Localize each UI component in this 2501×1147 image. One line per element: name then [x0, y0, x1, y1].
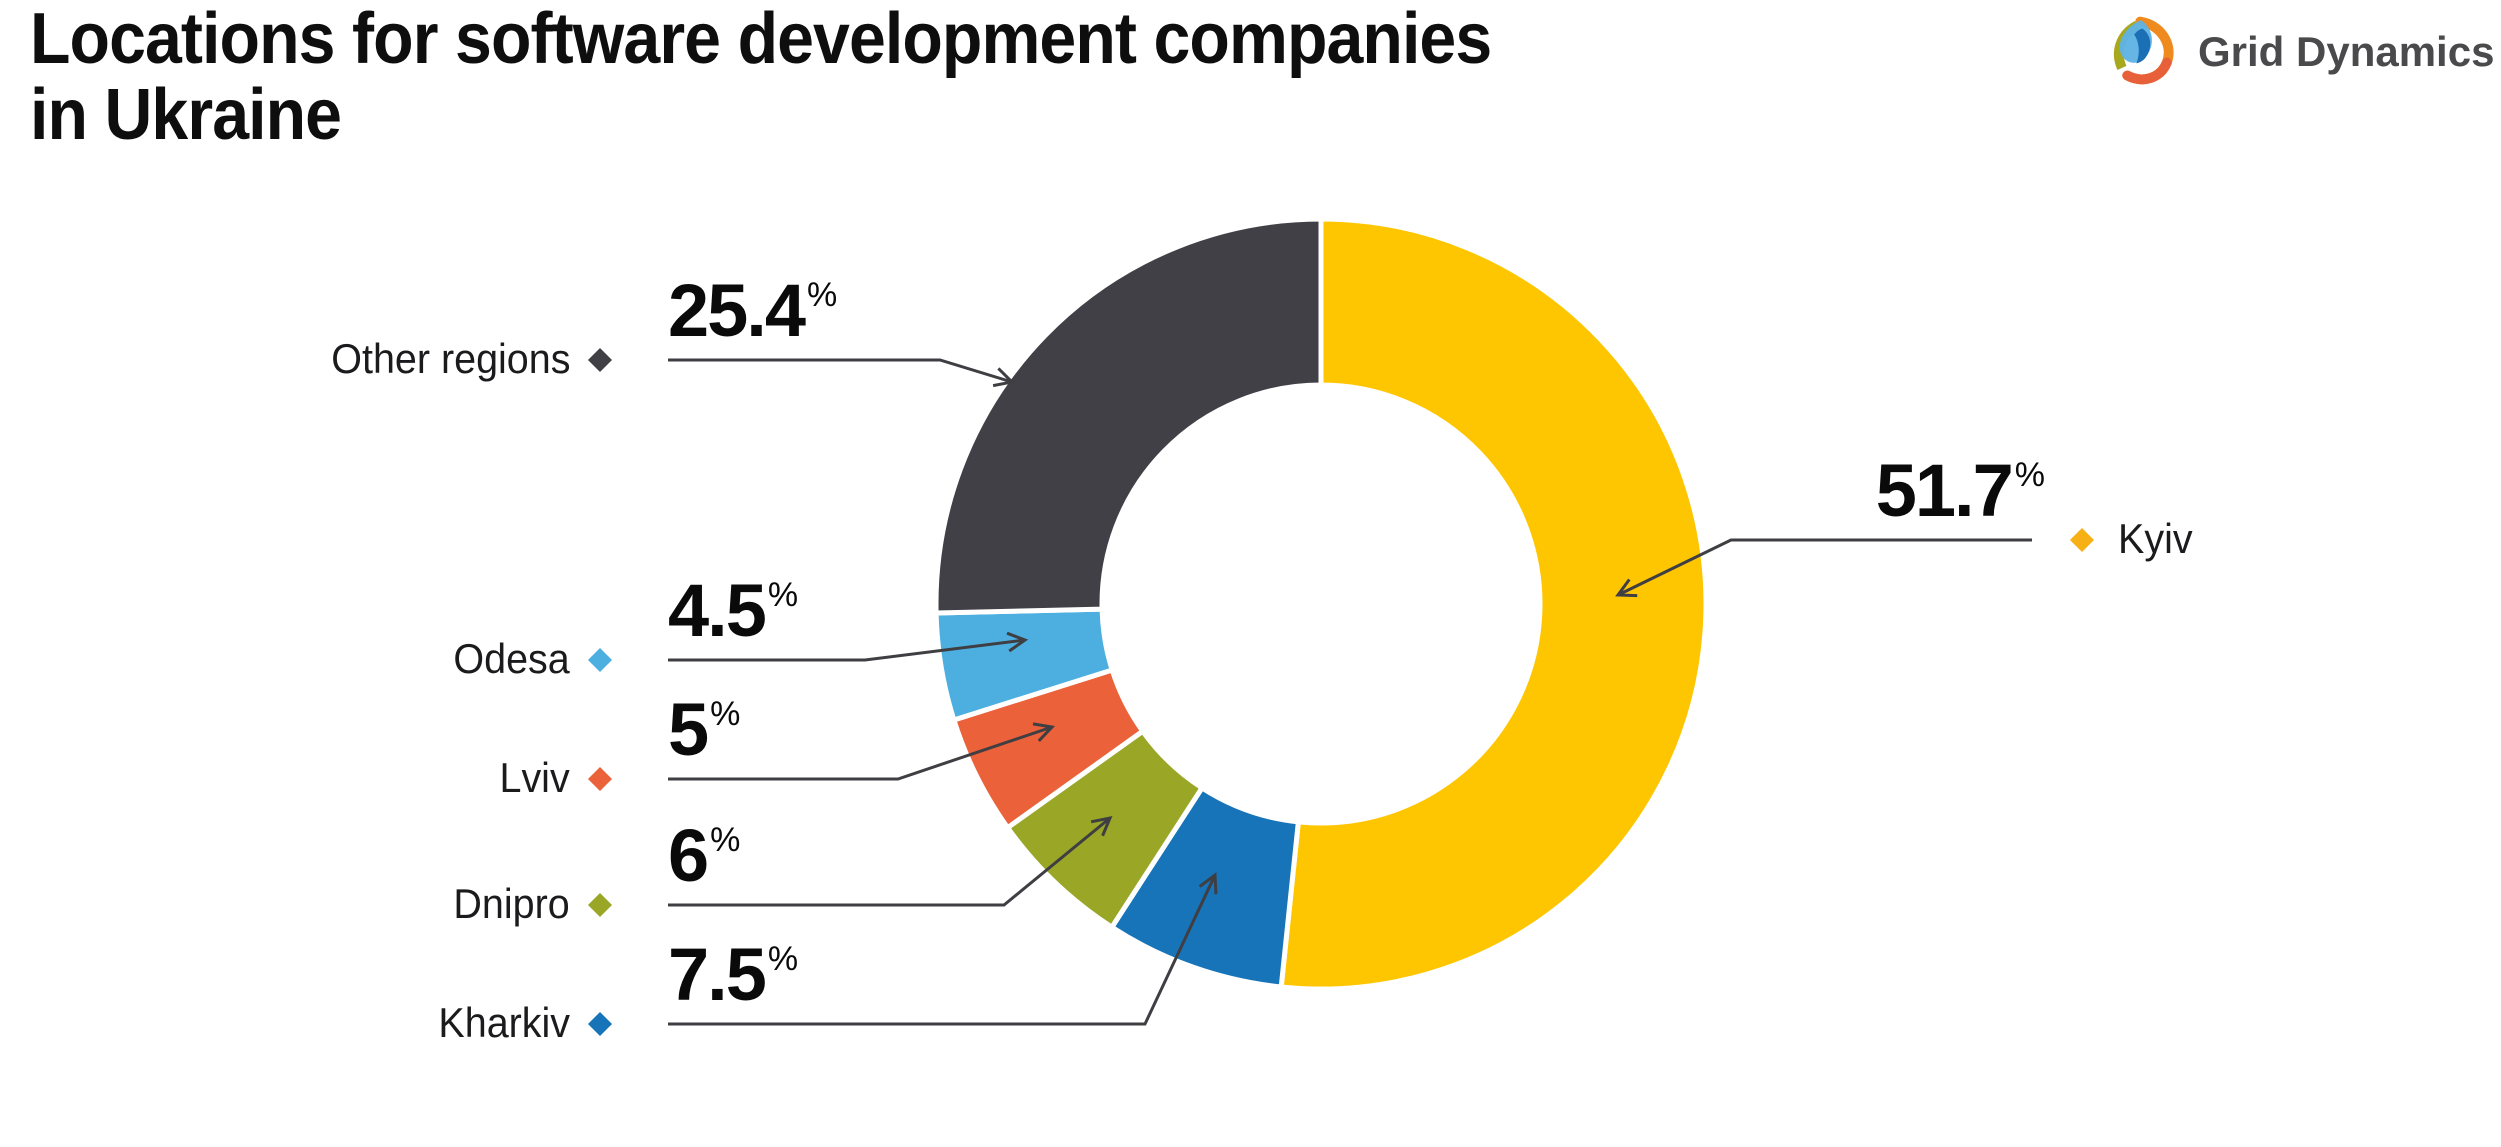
percent-number-kyiv: 51.7	[1875, 449, 2014, 532]
donut-slice-other-regions	[933, 216, 1324, 616]
leader-line-odesa	[668, 631, 1029, 662]
percent-value-kharkiv: 7.5%	[668, 938, 798, 1012]
percent-number-other-regions: 25.4	[668, 269, 806, 352]
brand-name: Grid Dynamics	[2198, 28, 2495, 75]
percent-number-kharkiv: 7.5	[668, 933, 767, 1016]
brand-logo: Grid Dynamics	[2106, 14, 2494, 90]
category-label-odesa: Odesa	[453, 635, 570, 683]
percent-value-dnipro: 6%	[668, 819, 740, 893]
category-label-other-regions: Other regions	[330, 335, 570, 383]
percent-sign-odesa: %	[767, 576, 799, 614]
grid-dynamics-logo-icon	[2113, 16, 2174, 85]
leader-line-dnipro	[668, 815, 1113, 907]
percent-number-lviv: 5	[668, 688, 709, 771]
category-label-kyiv: Kyiv	[2118, 515, 2193, 563]
page-title-line1: Locations for software development compa…	[30, 0, 1492, 79]
percent-number-odesa: 4.5	[668, 569, 767, 652]
category-label-lviv: Lviv	[499, 754, 570, 802]
percent-sign-kyiv: %	[2014, 456, 2045, 494]
leader-line-lviv	[668, 722, 1056, 781]
percent-sign-lviv: %	[710, 695, 741, 733]
percent-value-odesa: 4.5%	[668, 574, 798, 648]
percent-sign-kharkiv: %	[767, 940, 799, 978]
percent-value-lviv: 5%	[668, 693, 740, 767]
percent-value-kyiv: 51.7%	[1876, 454, 2045, 528]
category-label-dnipro: Dnipro	[453, 880, 570, 928]
leader-line-other-regions	[668, 358, 1016, 388]
page-title-line2: in Ukraine	[30, 74, 342, 155]
donut-slice-kyiv	[1278, 216, 1709, 992]
page-title: Locations for software development compa…	[30, 0, 1492, 155]
leader-line-kyiv	[1615, 538, 2032, 598]
percent-value-other-regions: 25.4%	[668, 274, 837, 348]
category-label-kharkiv: Kharkiv	[438, 999, 570, 1047]
percent-sign-dnipro: %	[710, 821, 741, 859]
leader-line-kharkiv	[668, 872, 1218, 1026]
percent-sign-other-regions: %	[807, 276, 838, 314]
percent-number-dnipro: 6	[668, 814, 709, 897]
